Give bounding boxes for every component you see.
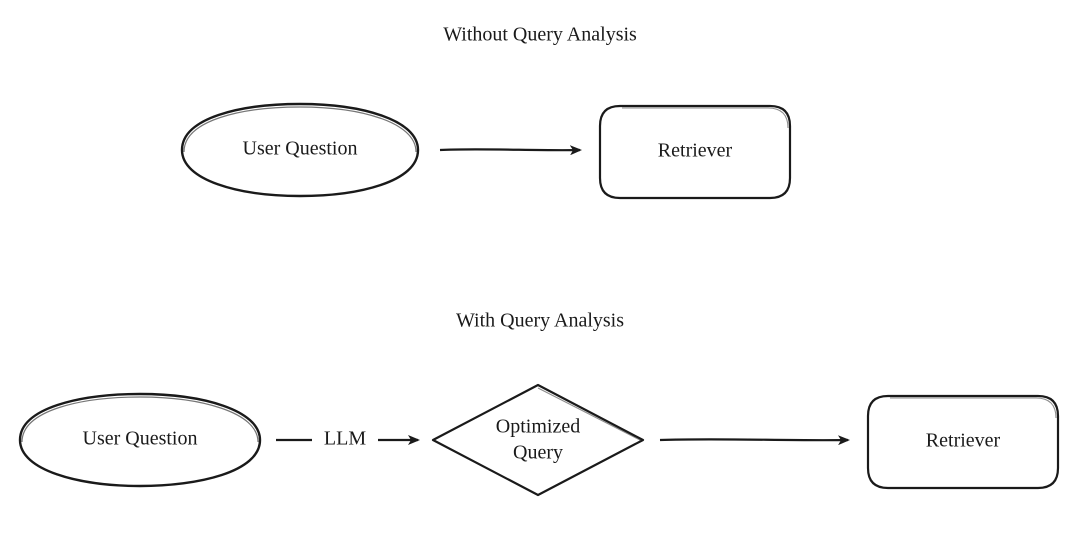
edge-label-llm: LLM xyxy=(324,428,366,450)
section-title-top: Without Query Analysis xyxy=(443,24,637,46)
section-title-bottom: With Query Analysis xyxy=(456,310,624,332)
node-label-line2: Query xyxy=(513,442,563,464)
node-optimized-query: Optimized Query xyxy=(433,385,643,495)
node-label: User Question xyxy=(243,138,358,160)
node-label: Retriever xyxy=(926,430,1001,452)
diagram-canvas: Without Query Analysis User Question Ret… xyxy=(0,0,1080,557)
edge-uq2-opt: LLM xyxy=(276,428,418,450)
edge-uq1-ret1 xyxy=(440,149,580,150)
node-retriever-top: Retriever xyxy=(600,106,790,198)
edge-opt-ret2 xyxy=(660,439,848,440)
node-label: User Question xyxy=(83,428,198,450)
node-retriever-bottom: Retriever xyxy=(868,396,1058,488)
node-label-line1: Optimized xyxy=(496,416,580,438)
node-user-question-top: User Question xyxy=(182,104,418,196)
node-user-question-bottom: User Question xyxy=(20,394,260,486)
node-label: Retriever xyxy=(658,140,733,162)
